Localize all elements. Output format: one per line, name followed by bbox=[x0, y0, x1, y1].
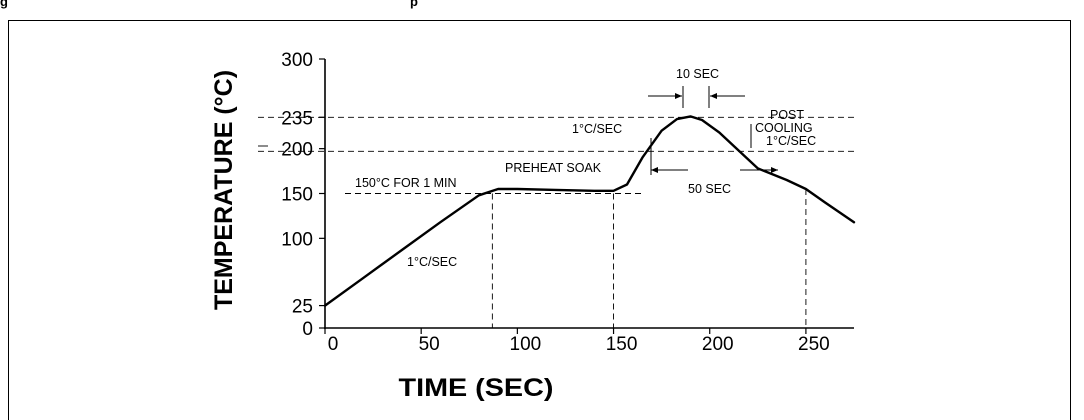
x-tick-label-100: 100 bbox=[510, 334, 542, 355]
x-tick-label-250: 250 bbox=[798, 334, 830, 355]
arrow-10sec-left-head bbox=[675, 93, 682, 99]
annotation-150c-1-min: 150°C FOR 1 MIN bbox=[355, 176, 457, 190]
y-tick-label-200: 200 bbox=[281, 140, 313, 161]
arrow-50sec-left-head bbox=[651, 167, 658, 173]
x-tick-label-50: 50 bbox=[419, 334, 440, 355]
annotation-ramp-rate-preheat: 1°C/SEC bbox=[407, 255, 457, 269]
y-tick-label-150: 150 bbox=[281, 185, 313, 206]
series-line-temperature bbox=[323, 115, 856, 307]
caption-right: p bbox=[410, 0, 418, 9]
annotation-ramp-rate-peak: 1°C/SEC bbox=[572, 122, 622, 136]
x-tick-label-150: 150 bbox=[606, 334, 638, 355]
arrow-10sec-right-head bbox=[710, 93, 717, 99]
y-tick-label-100: 100 bbox=[281, 229, 313, 250]
series-layer bbox=[323, 115, 856, 307]
caption-left: g bbox=[0, 0, 8, 9]
y-axis-title: TEMPERATURE (°C) bbox=[210, 70, 238, 310]
annotation-cooling: COOLING bbox=[755, 121, 813, 135]
y-tick-label-25: 25 bbox=[292, 297, 313, 318]
axes bbox=[319, 58, 854, 334]
y-tick-label-235: 235 bbox=[281, 108, 313, 129]
figure-caption-fragment: g p bbox=[0, 0, 418, 9]
x-tick-label-0: 0 bbox=[328, 334, 339, 355]
annotation-cooling-rate: 1°C/SEC bbox=[766, 134, 816, 148]
dimension-arrows bbox=[648, 86, 778, 175]
arrow-50sec-right-head bbox=[771, 167, 778, 173]
annotation-50-sec: 50 SEC bbox=[688, 182, 731, 196]
y-tick-label-300: 300 bbox=[281, 50, 313, 71]
annotation-preheat-soak: PREHEAT SOAK bbox=[505, 161, 602, 175]
annotation-10-sec: 10 SEC bbox=[676, 67, 719, 81]
x-tick-label-200: 200 bbox=[702, 334, 734, 355]
reference-lines bbox=[258, 116, 854, 328]
annotation-post: POST bbox=[770, 108, 804, 122]
figure-frame bbox=[8, 20, 1071, 420]
x-axis-title: TIME (SEC) bbox=[399, 374, 554, 402]
y-tick-label-0: 0 bbox=[302, 319, 313, 340]
